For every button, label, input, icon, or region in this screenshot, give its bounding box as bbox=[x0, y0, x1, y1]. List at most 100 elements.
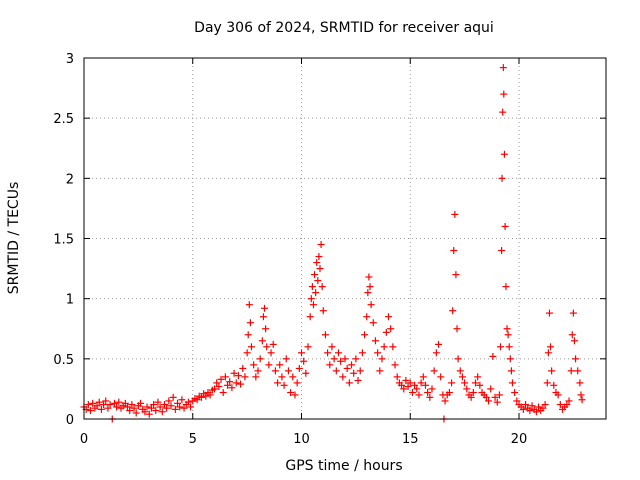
data-point bbox=[569, 309, 577, 317]
data-point bbox=[389, 343, 397, 351]
data-point bbox=[141, 408, 149, 416]
y-tick-label: 2.5 bbox=[53, 112, 74, 127]
data-point bbox=[167, 402, 175, 410]
data-point bbox=[221, 373, 229, 381]
data-point bbox=[411, 381, 419, 389]
x-tick-label: 10 bbox=[293, 432, 310, 447]
data-point bbox=[232, 379, 240, 387]
data-point bbox=[513, 397, 521, 405]
data-point bbox=[326, 361, 334, 369]
data-point bbox=[174, 399, 182, 407]
data-point bbox=[334, 349, 342, 357]
data-point bbox=[519, 405, 527, 413]
data-point bbox=[495, 391, 503, 399]
data-point bbox=[339, 373, 347, 381]
data-point bbox=[454, 355, 462, 363]
data-point bbox=[507, 367, 515, 375]
data-point bbox=[567, 367, 575, 375]
data-point bbox=[180, 404, 188, 412]
data-point bbox=[234, 372, 242, 380]
data-point bbox=[435, 340, 443, 348]
data-point bbox=[165, 397, 173, 405]
data-point bbox=[502, 283, 510, 291]
data-point bbox=[348, 361, 356, 369]
data-point bbox=[548, 367, 556, 375]
data-point bbox=[241, 373, 249, 381]
data-point bbox=[577, 391, 585, 399]
data-point bbox=[126, 407, 134, 415]
data-point bbox=[169, 393, 177, 401]
data-point bbox=[271, 367, 279, 375]
data-point bbox=[328, 343, 336, 351]
data-point bbox=[526, 407, 534, 415]
data-point bbox=[246, 319, 254, 327]
data-point bbox=[276, 361, 284, 369]
data-point bbox=[451, 210, 459, 218]
y-axis-label: SRMTID / TECUs bbox=[6, 182, 22, 295]
data-point bbox=[262, 325, 270, 333]
data-point bbox=[171, 405, 179, 413]
data-point bbox=[330, 355, 338, 363]
x-axis-label: GPS time / hours bbox=[285, 458, 402, 474]
y-tick-label: 1.5 bbox=[53, 233, 74, 248]
data-point bbox=[503, 325, 511, 333]
data-point bbox=[352, 355, 360, 363]
data-point bbox=[508, 379, 516, 387]
data-point bbox=[345, 379, 353, 387]
data-point bbox=[202, 392, 210, 400]
data-point bbox=[448, 379, 456, 387]
data-point bbox=[504, 331, 512, 339]
data-point bbox=[93, 402, 101, 410]
data-point bbox=[501, 222, 509, 230]
data-point bbox=[252, 373, 260, 381]
data-point bbox=[337, 357, 345, 365]
data-point bbox=[449, 307, 457, 315]
data-point bbox=[244, 331, 252, 339]
data-point bbox=[187, 403, 195, 411]
data-point bbox=[261, 304, 269, 312]
data-point bbox=[311, 271, 319, 279]
data-point bbox=[128, 401, 136, 409]
data-point bbox=[321, 331, 329, 339]
data-point bbox=[528, 402, 536, 410]
data-point bbox=[104, 404, 112, 412]
data-point bbox=[307, 295, 315, 303]
data-point bbox=[293, 379, 301, 387]
data-point bbox=[154, 398, 162, 406]
data-point bbox=[500, 90, 508, 98]
x-tick-label: 20 bbox=[511, 432, 528, 447]
data-point bbox=[197, 393, 205, 401]
data-point bbox=[572, 355, 580, 363]
data-point bbox=[511, 389, 519, 397]
data-point bbox=[176, 403, 184, 411]
data-point bbox=[547, 343, 555, 351]
data-point bbox=[458, 373, 466, 381]
data-point bbox=[89, 399, 97, 407]
data-point bbox=[239, 364, 247, 372]
data-point bbox=[110, 399, 118, 407]
data-point bbox=[398, 381, 406, 389]
data-point bbox=[206, 391, 214, 399]
data-point bbox=[317, 241, 325, 249]
data-point bbox=[402, 376, 410, 384]
data-point bbox=[130, 404, 138, 412]
data-point bbox=[445, 389, 453, 397]
data-point bbox=[219, 389, 227, 397]
data-point bbox=[245, 301, 253, 309]
data-point bbox=[243, 349, 251, 357]
data-point bbox=[563, 401, 571, 409]
data-point bbox=[163, 404, 171, 412]
data-point bbox=[102, 397, 110, 405]
data-point bbox=[308, 283, 316, 291]
data-point bbox=[453, 325, 461, 333]
data-point bbox=[363, 313, 371, 321]
data-point bbox=[95, 398, 103, 406]
data-point bbox=[298, 349, 305, 357]
y-tick-label: 3 bbox=[66, 52, 74, 67]
data-point bbox=[371, 337, 379, 345]
data-point bbox=[417, 379, 425, 387]
data-point bbox=[291, 391, 299, 399]
data-point bbox=[274, 379, 282, 387]
data-point bbox=[295, 364, 303, 372]
